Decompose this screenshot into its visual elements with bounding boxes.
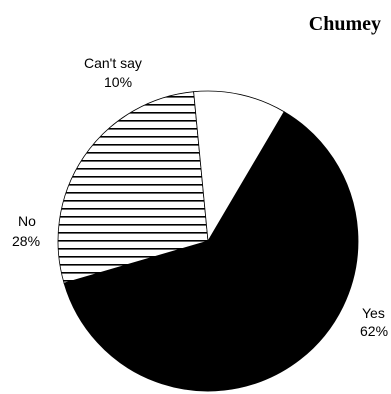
slice-cant-say	[193, 90, 285, 243]
chart-title: Chumey	[309, 13, 381, 35]
slice-label-yes: Yes	[362, 305, 385, 321]
slice-yes	[63, 111, 359, 392]
slice-label-no: No	[18, 213, 36, 229]
slice-percent-cant-say: 10%	[104, 74, 132, 90]
pie-slices	[57, 90, 359, 392]
slice-percent-no: 28%	[12, 233, 40, 249]
slice-no	[57, 91, 209, 284]
slice-label-cant-say: Can't say	[84, 55, 142, 71]
slice-percent-yes: 62%	[360, 323, 388, 339]
